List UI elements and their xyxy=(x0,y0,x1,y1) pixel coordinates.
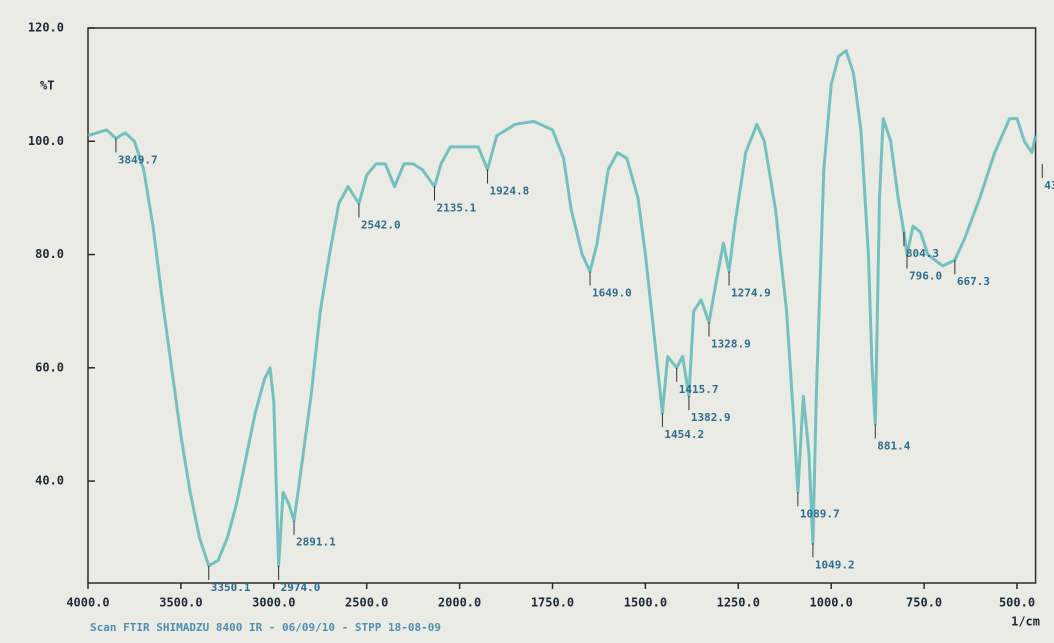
x-axis-label: 1/cm xyxy=(1011,615,1040,629)
peak-label: 1415.7 xyxy=(679,383,719,396)
peak-label: 2891.1 xyxy=(296,536,336,549)
x-tick-label: 3500.0 xyxy=(159,596,202,610)
x-tick-label: 1250.0 xyxy=(717,596,760,610)
footer: Scan FTIR SHIMADZU 8400 IR - 06/09/10 - … xyxy=(90,621,441,634)
peak-label: 3849.7 xyxy=(118,153,158,166)
y-tick-label: 80.0 xyxy=(35,247,64,261)
x-tick-label: 2000.0 xyxy=(438,596,481,610)
paper xyxy=(0,0,1054,643)
x-tick-label: 3000.0 xyxy=(252,596,295,610)
y-tick-label: 120.0 xyxy=(28,21,64,35)
peak-label: 432.0 xyxy=(1044,179,1054,192)
x-tick-label: 2500.0 xyxy=(345,596,388,610)
x-tick-label: 1500.0 xyxy=(624,596,667,610)
peak-label: 667.3 xyxy=(957,275,990,288)
peak-label: 1382.9 xyxy=(691,411,731,424)
peak-label: 796.0 xyxy=(909,270,942,283)
y-axis-label: %T xyxy=(40,79,54,93)
y-tick-label: 40.0 xyxy=(35,474,64,488)
x-tick-label: 4000.0 xyxy=(66,596,109,610)
peak-label: 2974.0 xyxy=(281,581,321,594)
x-tick-label: 500.0 xyxy=(999,596,1035,610)
peak-label: 1649.0 xyxy=(592,287,632,300)
peak-label: 1274.9 xyxy=(731,287,771,300)
x-tick-label: 750.0 xyxy=(906,596,942,610)
peak-label: 1454.2 xyxy=(664,428,704,441)
y-tick-label: 100.0 xyxy=(28,134,64,148)
peak-label: 2542.0 xyxy=(361,219,401,232)
peak-label: 3350.1 xyxy=(211,581,251,594)
page: %T 1/cm Scan FTIR SHIMADZU 8400 IR - 06/… xyxy=(0,0,1054,643)
peak-label: 804.3 xyxy=(906,247,939,260)
peak-label: 1328.9 xyxy=(711,337,751,350)
peak-label: 1924.8 xyxy=(490,185,530,198)
peak-label: 1089.7 xyxy=(800,507,840,520)
peak-label: 1049.2 xyxy=(815,558,855,571)
y-tick-label: 60.0 xyxy=(35,360,64,374)
x-tick-label: 1750.0 xyxy=(531,596,574,610)
peak-label: 881.4 xyxy=(877,439,910,452)
chart: %T 1/cm Scan FTIR SHIMADZU 8400 IR - 06/… xyxy=(0,0,1054,643)
x-tick-label: 1000.0 xyxy=(810,596,853,610)
peak-label: 2135.1 xyxy=(436,202,476,215)
